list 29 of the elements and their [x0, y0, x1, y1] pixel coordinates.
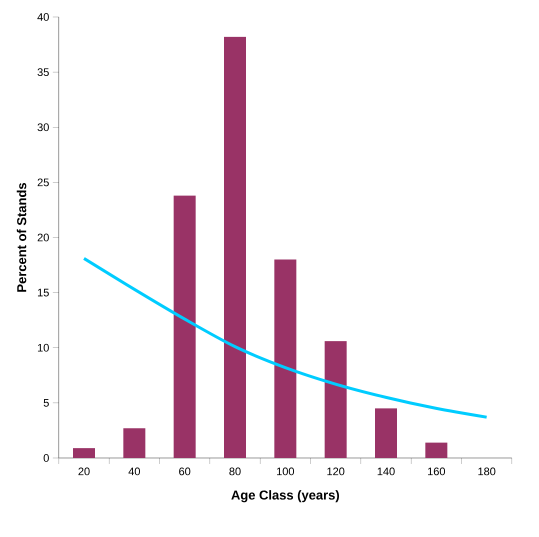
x-tick-label: 40: [128, 468, 140, 476]
bar: [174, 196, 196, 458]
x-tick-label: 180: [478, 468, 496, 476]
x-axis-title: Age Class (years): [231, 490, 340, 502]
bar: [123, 428, 146, 458]
x-tick-label: 80: [229, 468, 241, 476]
x-tick-label: 160: [428, 468, 446, 476]
bar: [224, 36, 246, 458]
y-tick-label: 20: [38, 234, 49, 242]
line-series: [82, 256, 488, 419]
y-axis-title: Percent of Stands: [16, 182, 26, 292]
bar: [274, 260, 296, 458]
y-tick-label: 25: [38, 178, 49, 186]
y-tick-label: 35: [38, 68, 49, 76]
bar: [425, 442, 448, 458]
x-tick-label: 60: [179, 468, 190, 476]
y-tick-label: 5: [44, 399, 49, 407]
bar: [324, 341, 347, 458]
y-tick-label: 30: [38, 123, 49, 132]
bar: [73, 448, 95, 458]
y-tick-label: 40: [37, 13, 49, 21]
y-tick-label: 15: [38, 288, 49, 296]
x-tick-label: 120: [327, 468, 344, 476]
x-tick-label: 140: [378, 468, 395, 476]
x-tick-label: 100: [277, 468, 294, 476]
y-tick-label: 0: [44, 454, 49, 462]
y-tick-label: 10: [38, 344, 49, 352]
bar: [375, 408, 398, 458]
x-tick-label: 20: [78, 468, 90, 476]
